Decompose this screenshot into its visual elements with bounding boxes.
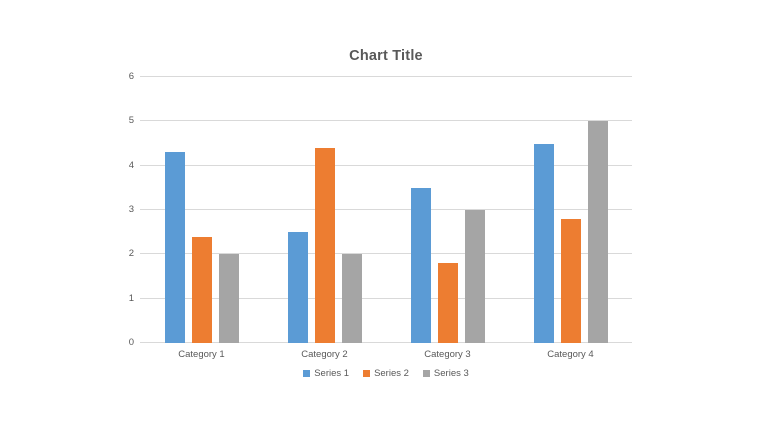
gridline [140,342,632,343]
gridline [140,76,632,77]
bar-group [263,77,386,343]
bar-group [509,77,632,343]
legend-swatch-icon [303,370,311,377]
y-axis-tick-label: 6 [128,71,134,82]
category-label: Category 1 [178,349,225,360]
category-label: Category 2 [301,349,348,360]
bar [287,232,308,343]
x-axis: Category 1 Category 2 Category 3 Category 4 [140,349,632,360]
y-axis-tick-label: 3 [128,204,134,215]
bar [341,254,362,343]
bar [464,210,485,343]
bar [587,121,608,343]
y-axis-tick-label: 1 [128,292,134,304]
plot-area [140,76,632,343]
legend-swatch-icon [422,370,430,377]
bar [191,236,212,343]
category-label: Category 3 [424,349,471,360]
legend: Series 1 Series 2 Series 3 [140,368,632,379]
category-label: Category 4 [547,349,594,360]
gridline [140,209,632,210]
legend-label: Series 2 [374,368,409,379]
y-axis-tick-label: 5 [128,115,134,127]
bar [437,263,458,343]
bar-groups [140,77,632,343]
legend-item: Series 1 [303,368,349,379]
gridline [140,120,632,122]
gridline [140,253,632,255]
y-axis-tick-label: 2 [128,248,134,260]
legend-label: Series 1 [314,368,350,379]
y-axis: 0 1 2 3 4 5 6 [104,72,134,348]
y-axis-tick-label: 0 [128,337,134,348]
bar-group [140,77,263,343]
legend-label: Series 3 [433,368,469,379]
bar [560,218,581,343]
legend-item: Series 2 [363,368,409,379]
y-axis-tick-label: 4 [128,159,134,171]
bar [164,152,185,343]
gridline [140,164,632,166]
bar-group [386,77,509,343]
bar [218,254,239,343]
bar [314,147,335,343]
legend-item: Series 3 [422,368,469,379]
legend-swatch-icon [363,370,371,377]
chart-title: Chart Title [349,48,423,64]
bar [533,143,554,343]
bar [410,187,431,343]
gridline [140,297,632,299]
